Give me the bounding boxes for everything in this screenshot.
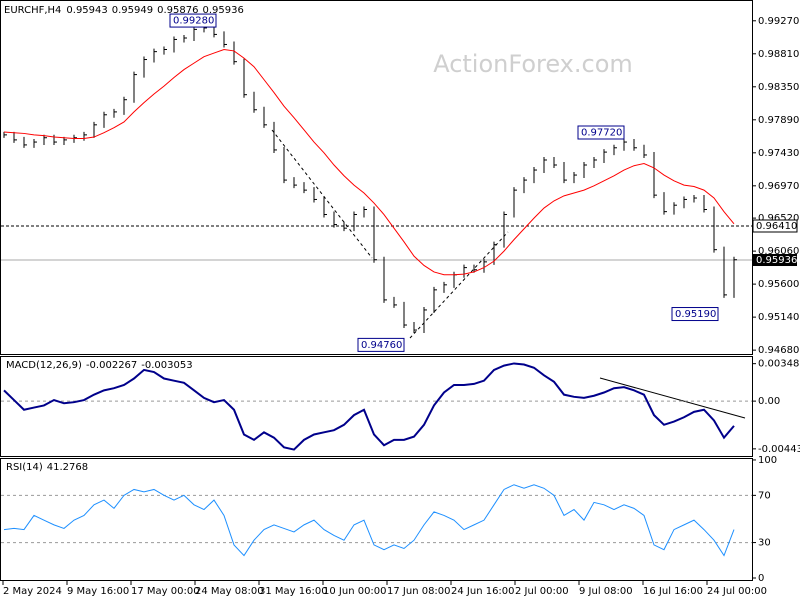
y-tick-label: -0.004436 [758, 444, 800, 455]
annotation-label: 0.97720 [581, 128, 622, 139]
y-tick-label: 70 [758, 490, 771, 501]
y-tick-label: 100 [758, 455, 777, 466]
rsi-panel [0, 458, 753, 581]
x-tick-label: 9 Jul 08:00 [579, 586, 633, 597]
annotation-box [577, 125, 625, 140]
y-tick-label: 0 [758, 573, 764, 584]
y-tick-label: 0.95140 [758, 312, 799, 323]
last-price-label: 0.95936 [756, 255, 797, 266]
y-tick-label: 0.96060 [758, 246, 799, 257]
macd-trend-line [599, 377, 746, 419]
symbol: EURCHF,H4 [4, 5, 61, 16]
rsi-reading: 41.2768 [47, 462, 88, 473]
rsi-header: RSI(14) 41.2768 [6, 462, 88, 473]
close: 0.95936 [202, 5, 243, 16]
macd-reading: -0.002267 [86, 360, 137, 371]
x-tick-label: 17 May 00:00 [131, 586, 200, 597]
annotation-box [671, 307, 719, 322]
x-tick-label: 2 Jul 00:00 [515, 586, 569, 597]
x-tick-label: 16 Jul 16:00 [643, 586, 703, 597]
y-tick-label: 0.00 [758, 396, 780, 407]
annotation-box [357, 337, 405, 352]
annotation-label: 0.94760 [361, 340, 402, 351]
y-tick-label: 0.96970 [758, 181, 799, 192]
y-tick-label: 0.98810 [758, 49, 799, 60]
y-tick-label: 0.98350 [758, 82, 799, 93]
level-box [752, 219, 798, 233]
y-tick-label: 0.94680 [758, 345, 799, 356]
last-price-box [753, 254, 797, 267]
high: 0.95949 [112, 5, 153, 16]
x-tick-label: 24 Jul 00:00 [707, 586, 767, 597]
annotation-label: 0.99280 [173, 16, 214, 27]
macd-panel [0, 356, 753, 457]
header: EURCHF,H4 0.95943 0.95949 0.95876 0.95936 [4, 5, 244, 16]
y-tick-label: 0.97890 [758, 115, 799, 126]
y-tick-label: 0.97430 [758, 148, 799, 159]
annotation-label: 0.95190 [675, 309, 716, 320]
macd-title: MACD(12,26,9) [6, 360, 82, 371]
watermark: ActionForex.com [433, 50, 633, 78]
rsi-title: RSI(14) [6, 462, 43, 473]
x-tick-label: 9 May 16:00 [67, 586, 129, 597]
x-tick-label: 2 May 2024 [3, 586, 62, 597]
x-tick-label: 24 May 08:00 [195, 586, 264, 597]
open: 0.95943 [66, 5, 107, 16]
y-tick-label: 0.95600 [758, 279, 799, 290]
x-tick-label: 31 May 16:00 [259, 586, 328, 597]
price-panel [0, 0, 753, 355]
signal-reading: -0.003053 [141, 360, 192, 371]
annotation-box [169, 13, 217, 28]
x-tick-label: 10 Jun 00:00 [323, 586, 387, 597]
y-tick-label: 0.96520 [758, 213, 799, 224]
low: 0.95876 [157, 5, 198, 16]
x-tick-label: 17 Jun 08:00 [387, 586, 451, 597]
moving-average [3, 48, 735, 276]
level-label: 0.96410 [756, 221, 797, 232]
y-tick-label: 0.99270 [758, 16, 799, 27]
trend-line [409, 231, 509, 339]
macd-line [3, 362, 735, 451]
x-tick-label: 24 Jun 16:00 [451, 586, 515, 597]
macd-header: MACD(12,26,9) -0.002267 -0.003053 [6, 360, 193, 371]
rsi-line [3, 484, 735, 557]
y-tick-label: 0.003481 [758, 359, 800, 370]
y-tick-label: 30 [758, 538, 771, 549]
